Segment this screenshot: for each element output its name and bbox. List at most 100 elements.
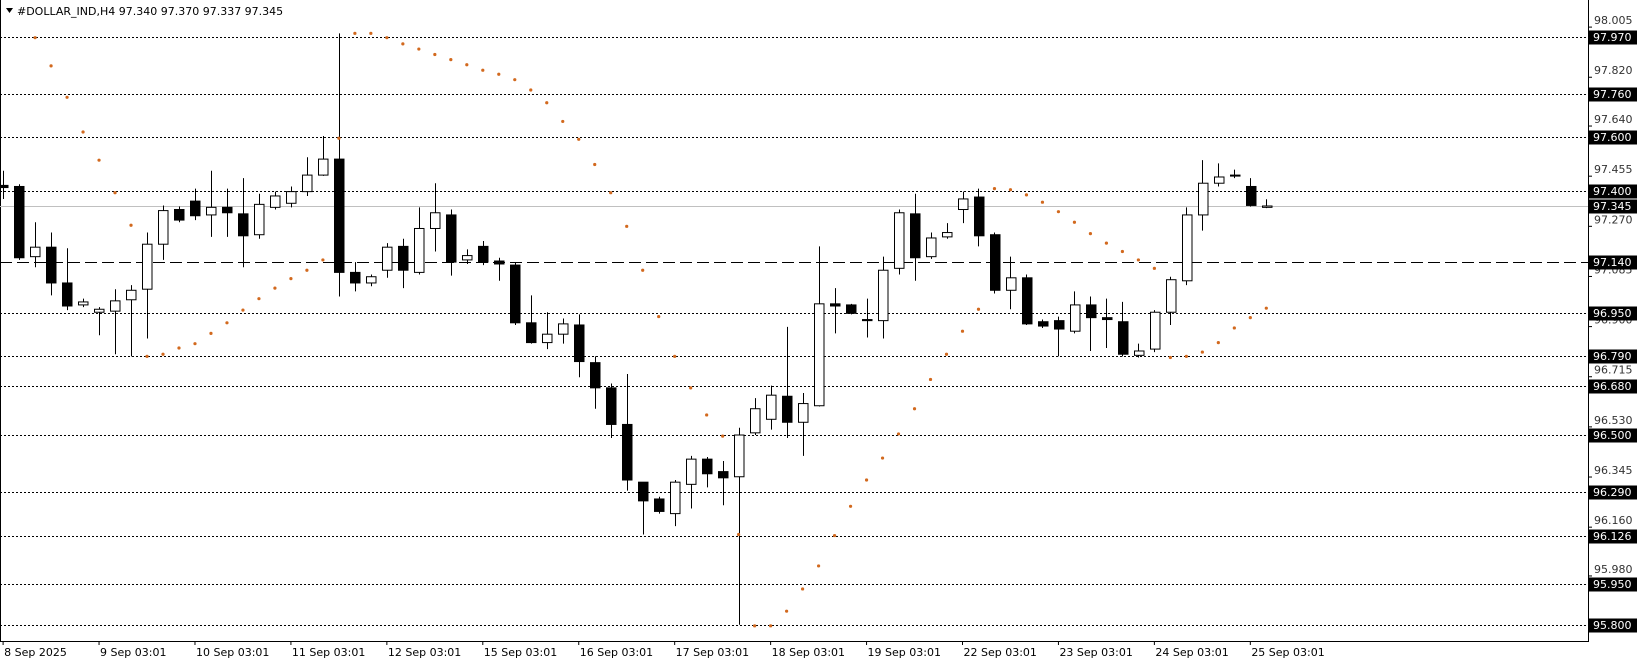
candle-body	[830, 303, 841, 307]
candle-body	[238, 213, 249, 237]
candle-body	[734, 434, 745, 478]
candle-body	[1070, 304, 1081, 332]
sar-dot	[896, 432, 901, 436]
candle-body	[1054, 320, 1065, 330]
candle-body	[0, 184, 9, 189]
sar-dot	[944, 352, 949, 356]
candles	[0, 31, 1273, 628]
sar-dot	[81, 130, 85, 134]
level-label: 96.500	[1593, 429, 1632, 442]
level-label: 96.126	[1593, 530, 1632, 543]
sar-dot	[193, 342, 197, 346]
y-tick-label: 96.160	[1594, 514, 1633, 527]
candle-body	[174, 209, 185, 221]
candle-body	[1118, 321, 1129, 355]
x-tick-label: 23 Sep 03:01	[1059, 646, 1132, 659]
candle-body	[1230, 174, 1241, 177]
sar-dot	[513, 78, 517, 82]
sar-dot	[257, 297, 261, 301]
y-tick-label: 96.530	[1594, 414, 1633, 427]
level-label-box	[1589, 529, 1637, 544]
candle-body	[446, 214, 457, 263]
candle-body	[718, 471, 729, 479]
sar-dot	[1056, 210, 1061, 214]
candle-body	[462, 255, 473, 261]
level-label: 97.345	[1593, 200, 1632, 213]
candle-body	[654, 498, 665, 512]
sar-dot	[129, 223, 133, 227]
levels	[0, 37, 1588, 626]
candle-body	[1182, 214, 1193, 282]
candle-body	[926, 237, 937, 258]
candle-body	[798, 403, 809, 423]
x-tick-label: 11 Sep 03:01	[292, 646, 365, 659]
candle-body	[846, 304, 857, 314]
sar-dot	[832, 533, 837, 538]
candle-body	[542, 333, 553, 344]
level-label-box	[1589, 184, 1637, 199]
level-label-box	[1589, 349, 1637, 364]
sar-dot	[465, 63, 469, 67]
sar-dot	[1072, 220, 1077, 224]
candle-body	[1246, 185, 1257, 206]
level-label: 97.970	[1593, 31, 1632, 44]
level-label-box	[1589, 485, 1637, 500]
sar-dot	[433, 52, 437, 57]
candle-body	[990, 234, 1001, 291]
candle-body	[862, 319, 873, 322]
x-tick-label: 19 Sep 03:01	[868, 646, 941, 659]
candle-body	[638, 481, 649, 502]
candle-body	[1134, 350, 1145, 356]
candle-body	[350, 271, 361, 284]
candle-body	[190, 200, 201, 217]
x-tick-label: 25 Sep 03:01	[1251, 646, 1324, 659]
sar-dot	[785, 609, 789, 613]
sar-dot	[417, 47, 421, 51]
sar-dot	[769, 624, 773, 628]
sar-dot	[145, 354, 149, 359]
sar-dot	[481, 68, 485, 72]
sar-dot	[1040, 200, 1045, 204]
sar-dot	[449, 58, 453, 62]
y-tick-label: 96.715	[1594, 364, 1633, 377]
level-label: 97.600	[1593, 131, 1632, 144]
level-label-box	[1589, 577, 1637, 592]
candle-body	[1198, 182, 1209, 216]
sar-dot	[161, 352, 165, 356]
level-label-box	[1589, 255, 1637, 270]
sar-dot	[848, 504, 853, 508]
x-tick-label: 15 Sep 03:01	[484, 646, 557, 659]
sar-dot	[1120, 249, 1124, 254]
sar-dot	[880, 456, 885, 460]
sar-dot	[337, 136, 341, 140]
sar-dot	[49, 64, 53, 68]
sar-dot	[369, 31, 373, 35]
level-label-box	[1589, 379, 1637, 394]
sar-dot	[561, 119, 565, 124]
candle-body	[670, 481, 681, 515]
candle-body	[318, 158, 329, 176]
sar-dot	[1248, 316, 1252, 320]
sar-dot	[1200, 350, 1204, 354]
sar-dot	[1168, 355, 1172, 360]
sar-dot	[529, 88, 533, 92]
sar-dot	[1136, 258, 1140, 262]
candle-body	[622, 423, 633, 481]
x-tick-label: 10 Sep 03:01	[196, 646, 269, 659]
y-tick-label: 97.640	[1594, 113, 1633, 126]
sar-dot	[577, 137, 581, 141]
candle-body	[366, 276, 377, 284]
sar-dot	[689, 386, 693, 390]
sar-dot	[1152, 266, 1156, 270]
sar-dot	[864, 478, 869, 482]
candle-body	[30, 246, 41, 258]
axes: 98.00597.82097.64097.45597.27097.08596.9…	[2, 14, 1637, 659]
sar-dot	[1232, 326, 1236, 330]
sar-dot	[497, 72, 501, 76]
candle-body	[958, 198, 969, 211]
sar-dot	[1008, 188, 1013, 192]
candle-body	[526, 322, 537, 344]
candle-body	[766, 394, 777, 420]
x-tick-label: 16 Sep 03:01	[580, 646, 653, 659]
x-tick-label: 17 Sep 03:01	[676, 646, 749, 659]
